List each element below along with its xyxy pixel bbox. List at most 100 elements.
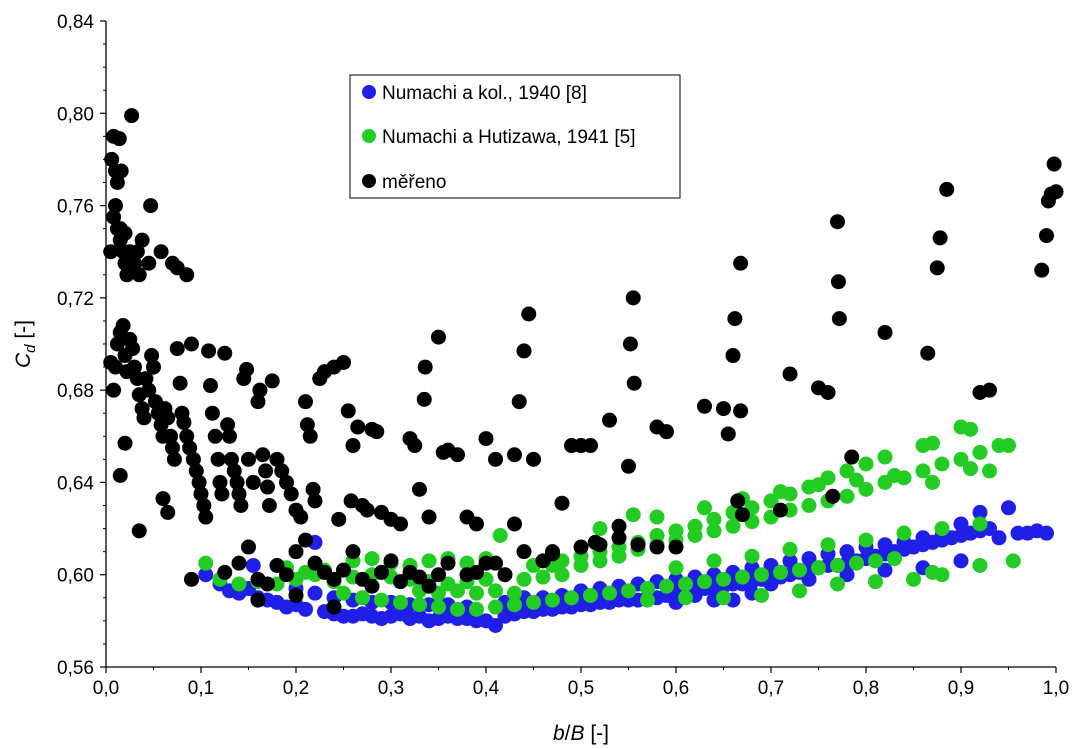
data-point — [106, 209, 122, 225]
data-point — [735, 569, 750, 585]
data-point — [932, 230, 948, 246]
data-point — [868, 574, 883, 590]
data-point — [511, 394, 527, 410]
data-point — [811, 560, 826, 576]
data-point — [1005, 553, 1021, 569]
data-point — [182, 440, 198, 456]
data-point — [393, 594, 408, 610]
data-point — [331, 511, 347, 527]
x-tick-label: 0,9 — [948, 678, 974, 699]
data-point — [716, 571, 731, 587]
legend-box — [349, 74, 681, 199]
data-point — [163, 428, 179, 444]
data-point — [535, 569, 551, 585]
y-tick-label: 0,84 — [57, 12, 94, 33]
data-point — [307, 493, 323, 509]
y-tick-label: 0,60 — [57, 566, 94, 587]
data-point — [972, 504, 988, 520]
data-point — [858, 532, 874, 548]
data-point — [830, 274, 846, 290]
data-point — [233, 498, 249, 513]
data-point — [887, 468, 902, 484]
data-point — [343, 493, 359, 509]
data-point — [113, 163, 129, 179]
data-point — [1001, 438, 1016, 454]
data-point — [108, 198, 123, 214]
data-point — [934, 567, 950, 583]
data-point — [554, 567, 570, 583]
data-point — [109, 336, 125, 352]
data-point — [706, 523, 722, 539]
data-point — [283, 486, 299, 502]
data-point — [526, 594, 541, 610]
data-point — [229, 474, 245, 490]
data-point — [134, 232, 150, 248]
data-point — [526, 451, 541, 467]
data-point — [288, 544, 304, 560]
data-point — [153, 244, 169, 260]
legend-marker-3 — [362, 174, 376, 188]
data-point — [222, 428, 237, 444]
data-point — [678, 576, 693, 592]
data-point — [450, 601, 465, 617]
data-point — [421, 509, 437, 525]
data-point — [773, 564, 788, 580]
data-point — [326, 599, 342, 615]
data-point — [440, 555, 456, 571]
data-point — [179, 428, 195, 444]
data-point — [507, 597, 522, 613]
data-point — [488, 555, 503, 571]
data-point — [450, 583, 465, 599]
data-point — [245, 557, 261, 573]
data-point — [801, 551, 817, 567]
x-axis-title: b/B [-] — [553, 722, 609, 745]
data-point — [963, 421, 978, 437]
data-point — [782, 541, 798, 557]
data-point — [716, 401, 731, 417]
data-point — [245, 474, 261, 490]
x-tick-label: 0,6 — [663, 678, 689, 699]
data-point — [953, 451, 969, 467]
data-point — [839, 567, 855, 583]
data-point — [849, 472, 864, 488]
data-point — [488, 599, 503, 615]
data-point — [431, 567, 446, 583]
data-point — [298, 601, 313, 617]
data-point — [250, 394, 266, 410]
data-point — [179, 267, 195, 283]
data-point — [217, 345, 233, 361]
data-point — [1039, 525, 1054, 541]
data-point — [293, 509, 309, 525]
data-point — [231, 576, 247, 592]
data-point — [953, 516, 969, 532]
data-point — [507, 516, 522, 532]
data-point — [687, 518, 703, 534]
data-point — [469, 516, 484, 532]
data-point — [763, 493, 779, 509]
data-point — [345, 544, 361, 560]
data-point — [469, 601, 484, 617]
data-point — [298, 564, 313, 580]
data-point — [573, 539, 589, 555]
data-point — [298, 394, 313, 410]
data-point — [564, 590, 579, 606]
data-point — [196, 498, 212, 513]
data-point — [820, 384, 836, 400]
data-point — [602, 412, 617, 428]
data-point — [359, 502, 375, 518]
data-point — [326, 571, 342, 587]
y-tick-label: 0,56 — [57, 658, 94, 679]
y-tick-label: 0,80 — [57, 104, 94, 125]
data-point — [364, 551, 380, 567]
data-point — [825, 488, 841, 504]
data-point — [459, 555, 475, 571]
data-point — [250, 592, 266, 608]
legend-label-2: Numachi a Hutizawa, 1941 [5] — [382, 127, 635, 148]
points-layer — [103, 108, 1064, 633]
data-point — [839, 488, 855, 504]
legend-label-1: Numachi a kol., 1940 [8] — [382, 83, 587, 104]
data-point — [383, 553, 399, 569]
data-point — [155, 491, 171, 507]
data-point — [106, 382, 122, 398]
